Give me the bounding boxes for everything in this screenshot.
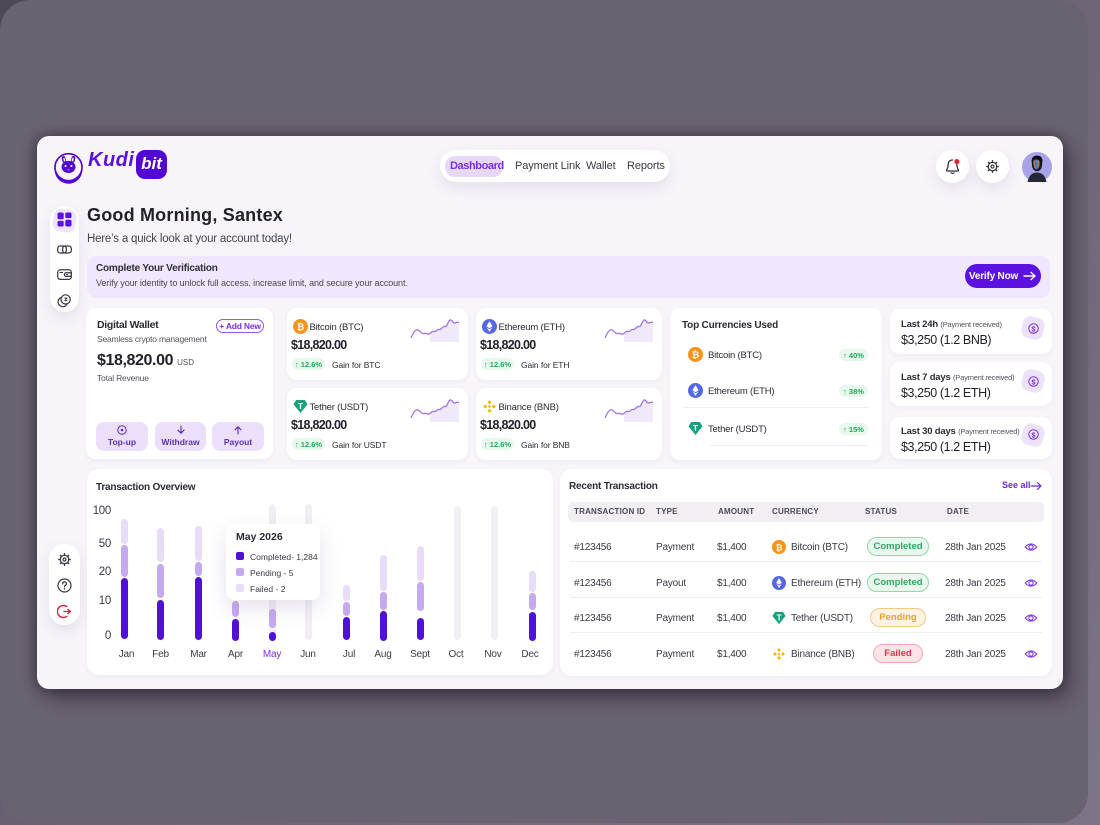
svg-text:₿: ₿ [692, 350, 699, 360]
svg-text:₿: ₿ [297, 322, 304, 332]
svg-text:₿: ₿ [776, 542, 783, 552]
svg-text:T: T [298, 401, 304, 411]
svg-text:$: $ [1032, 431, 1036, 439]
svg-text:T: T [777, 613, 782, 622]
svg-text:$: $ [1032, 325, 1036, 333]
svg-text:$: $ [1032, 378, 1036, 386]
svg-text:T: T [693, 423, 699, 433]
